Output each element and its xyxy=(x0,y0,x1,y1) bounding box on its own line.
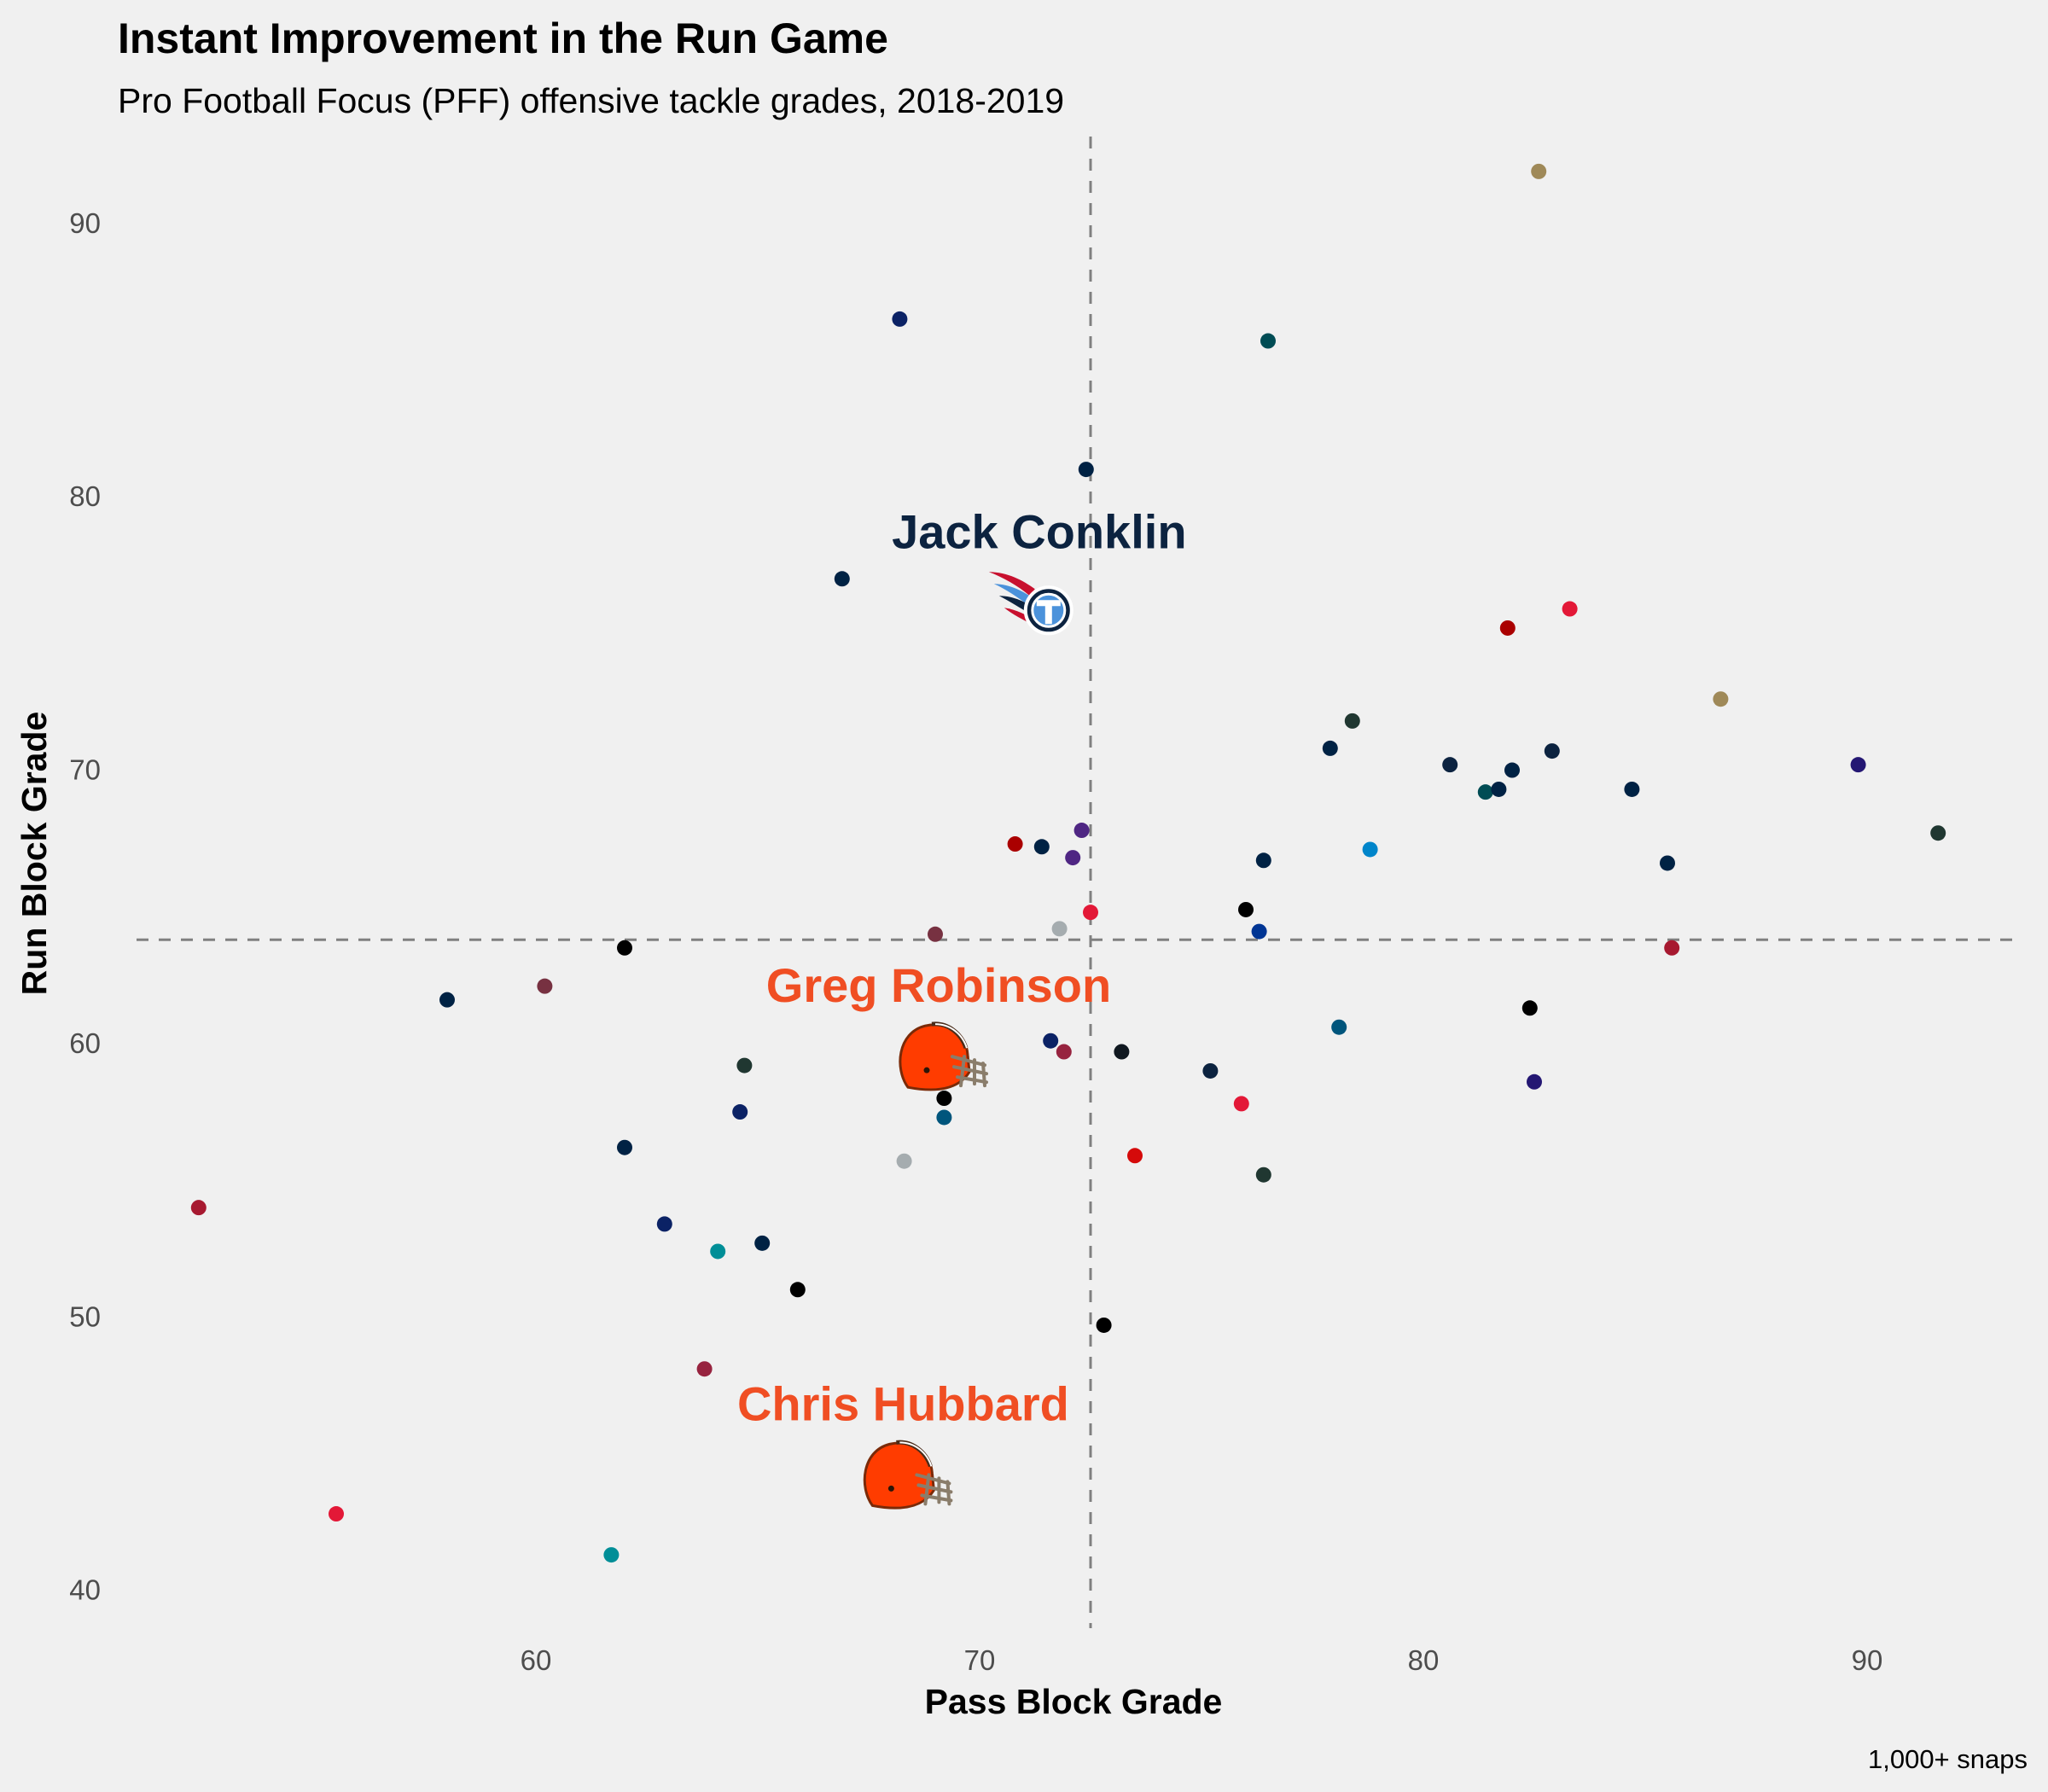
x-tick-label: 70 xyxy=(964,1644,996,1676)
data-point xyxy=(1344,713,1360,729)
data-point xyxy=(617,1139,632,1155)
data-point xyxy=(1127,1148,1143,1164)
x-axis-title: Pass Block Grade xyxy=(925,1682,1223,1721)
data-point xyxy=(1233,1096,1249,1112)
data-point xyxy=(1527,1073,1542,1090)
data-point xyxy=(834,571,850,587)
data-point xyxy=(656,1216,672,1232)
data-point xyxy=(1713,691,1729,707)
data-point xyxy=(892,311,908,327)
x-axis-ticks: 60 70 80 90 xyxy=(521,1644,1883,1676)
y-tick-label: 40 xyxy=(69,1574,101,1606)
y-tick-label: 60 xyxy=(69,1027,101,1059)
data-point xyxy=(710,1243,726,1260)
data-point xyxy=(1362,841,1378,858)
data-point xyxy=(1033,839,1050,855)
chart-caption: 1,000+ snaps xyxy=(1868,1744,2028,1774)
data-point xyxy=(1114,1044,1130,1060)
data-point xyxy=(537,978,553,994)
data-point xyxy=(1624,781,1640,797)
browns-helmet-icon xyxy=(863,1440,953,1510)
y-tick-label: 90 xyxy=(69,207,101,239)
data-point xyxy=(1255,1167,1271,1183)
data-point xyxy=(1544,743,1560,759)
x-tick-label: 60 xyxy=(521,1644,552,1676)
data-point xyxy=(1083,905,1098,921)
data-point xyxy=(1850,757,1866,773)
data-point xyxy=(1660,855,1675,871)
data-point xyxy=(1007,836,1023,852)
data-point xyxy=(329,1506,344,1522)
annotation-label: Greg Robinson xyxy=(766,958,1111,1012)
data-points xyxy=(190,163,1946,1563)
annotation-label: Jack Conklin xyxy=(892,504,1186,558)
data-point xyxy=(736,1057,753,1073)
data-point xyxy=(1664,940,1680,956)
data-point xyxy=(1051,921,1068,937)
browns-helmet-icon xyxy=(899,1021,988,1091)
data-point xyxy=(1491,781,1507,797)
data-point xyxy=(1562,601,1578,617)
data-point xyxy=(1331,1019,1347,1035)
chart-title: Instant Improvement in the Run Game xyxy=(118,15,888,62)
data-point xyxy=(1442,757,1458,773)
data-point xyxy=(617,940,632,956)
chart-subtitle: Pro Football Focus (PFF) offensive tackl… xyxy=(118,81,1064,120)
y-axis-title: Run Block Grade xyxy=(15,712,54,996)
data-point xyxy=(896,1153,912,1169)
data-point xyxy=(1930,825,1946,841)
data-point xyxy=(1255,852,1271,869)
data-point xyxy=(1251,923,1267,940)
data-point xyxy=(439,992,455,1008)
data-point xyxy=(1260,333,1276,349)
annotation-label: Chris Hubbard xyxy=(737,1376,1069,1430)
data-point xyxy=(1043,1033,1059,1049)
data-point xyxy=(1065,850,1081,866)
data-point xyxy=(1504,762,1520,778)
data-point xyxy=(190,1200,207,1216)
titans-logo-icon xyxy=(988,572,1073,636)
data-point xyxy=(696,1361,713,1377)
data-point xyxy=(603,1547,620,1563)
reference-lines xyxy=(137,137,2022,1628)
data-point xyxy=(732,1104,748,1120)
data-point xyxy=(1073,823,1090,839)
player-annotations: Jack Conklin Greg Robinson Chris Hubbard xyxy=(737,504,1187,1510)
data-point xyxy=(1096,1317,1112,1333)
data-point xyxy=(789,1282,806,1298)
data-point xyxy=(754,1235,771,1251)
data-point xyxy=(1238,901,1254,917)
data-point xyxy=(1521,1000,1538,1016)
y-tick-label: 80 xyxy=(69,480,101,512)
data-point xyxy=(928,926,943,942)
data-point xyxy=(936,1109,952,1126)
y-tick-label: 70 xyxy=(69,754,101,786)
data-point xyxy=(1078,462,1094,478)
data-point xyxy=(1531,163,1547,179)
x-tick-label: 80 xyxy=(1408,1644,1440,1676)
data-point xyxy=(1499,620,1516,636)
y-axis-ticks: 40 50 60 70 80 90 xyxy=(69,207,101,1606)
data-point xyxy=(1056,1044,1072,1060)
data-point xyxy=(936,1091,952,1107)
y-tick-label: 50 xyxy=(69,1300,101,1332)
data-point xyxy=(1202,1062,1219,1079)
x-tick-label: 90 xyxy=(1852,1644,1883,1676)
data-point xyxy=(1477,784,1493,800)
data-point xyxy=(1322,740,1338,756)
